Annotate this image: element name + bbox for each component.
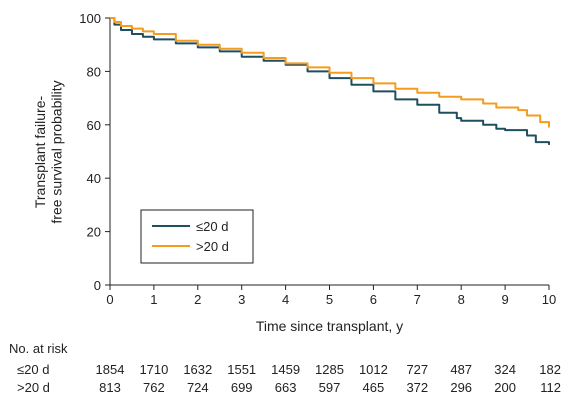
risk-value: 182 <box>539 362 561 377</box>
risk-value: 727 <box>406 362 428 377</box>
risk-value: 663 <box>275 380 297 395</box>
x-axis-title: Time since transplant, y <box>256 318 403 334</box>
risk-table: No. at risk ≤20 d 1854 1710 1632 1551 1459 1285… <box>9 341 561 395</box>
series-line-gt20d <box>110 17 550 128</box>
risk-value: 1285 <box>315 362 344 377</box>
y-axis-title: Transplant failure-free survival probabi… <box>32 80 65 223</box>
y-tick-label: 40 <box>87 171 101 186</box>
x-tick-label: 4 <box>282 292 289 307</box>
risk-value: 112 <box>540 380 561 395</box>
risk-value: 1854 <box>96 362 125 377</box>
x-tick-label: 7 <box>414 292 421 307</box>
risk-value: 597 <box>319 380 341 395</box>
x-tick-label: 0 <box>106 292 113 307</box>
risk-table-title: No. at risk <box>9 341 68 356</box>
x-tick-label: 9 <box>501 292 508 307</box>
risk-row-label: ≤20 d <box>17 362 49 377</box>
risk-value: 813 <box>99 380 121 395</box>
x-tick-label: 5 <box>326 292 333 307</box>
x-tick-label: 8 <box>458 292 465 307</box>
x-tick-label: 1 <box>150 292 157 307</box>
legend: ≤20 d >20 d <box>140 209 254 264</box>
x-tick-label: 3 <box>238 292 245 307</box>
risk-value: 487 <box>450 362 472 377</box>
risk-value: 296 <box>450 380 472 395</box>
risk-value: 1459 <box>271 362 300 377</box>
y-axis-title-line: Transplant failure- <box>32 96 48 209</box>
y-tick-label: 20 <box>87 225 101 240</box>
series-line-le20d <box>110 17 550 145</box>
legend-box <box>140 209 254 264</box>
risk-value: 1632 <box>183 362 212 377</box>
y-axis-title-line: free survival probability <box>49 80 65 223</box>
y-tick-label: 60 <box>87 118 101 133</box>
series-lines <box>110 17 550 145</box>
risk-value: 724 <box>187 380 209 395</box>
x-tick-label: 10 <box>542 292 556 307</box>
risk-value: 699 <box>231 380 253 395</box>
x-tick-label: 2 <box>194 292 201 307</box>
legend-label: ≤20 d <box>196 219 228 234</box>
risk-value: 465 <box>363 380 385 395</box>
x-tick-label: 6 <box>370 292 377 307</box>
y-tick-label: 0 <box>94 278 101 293</box>
risk-row-label: >20 d <box>17 380 50 395</box>
legend-label: >20 d <box>196 239 229 254</box>
risk-value: 372 <box>406 380 428 395</box>
risk-value: 324 <box>494 362 516 377</box>
risk-value: 762 <box>143 380 165 395</box>
risk-value: 1551 <box>227 362 256 377</box>
y-tick-label: 100 <box>79 11 101 26</box>
risk-value: 1012 <box>359 362 388 377</box>
risk-value: 1710 <box>139 362 168 377</box>
risk-value: 200 <box>494 380 516 395</box>
y-tick-label: 80 <box>87 64 101 79</box>
